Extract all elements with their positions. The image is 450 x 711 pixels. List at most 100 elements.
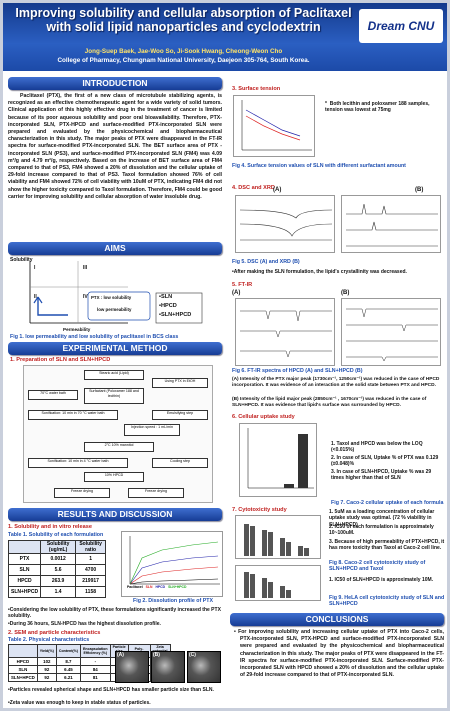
flow-step: 2°C 10% mannitol: [84, 442, 154, 452]
formulation: •SLN+HPCD: [159, 312, 192, 318]
quadrant: III: [83, 265, 88, 271]
flow-step: Sonification: 10 min in 4 °C water bath: [28, 458, 128, 468]
table-cell: 4700: [75, 564, 107, 576]
table-cell: HPCD: [7, 575, 42, 587]
curve: [129, 555, 219, 585]
logo: Dream CNU: [359, 9, 443, 43]
subtitle: 7. Cytotoxicity study: [232, 507, 287, 513]
curve: [346, 203, 438, 247]
point: 1. 5uM as a loading concentration of cel…: [329, 509, 435, 528]
point: 3. Because of high permeability of PTX+H…: [329, 539, 445, 552]
section-heading: CONCLUSIONS: [230, 613, 444, 626]
ptx-box-text: PTX : low solubility: [91, 295, 132, 300]
dsc-figure: [235, 195, 335, 253]
header-cell: Content(%): [55, 644, 82, 658]
curve: [245, 115, 301, 141]
flow-step: 70°C water bath: [28, 390, 78, 400]
flow-step: Freeze drying: [54, 488, 110, 498]
point: 2. In case of SLN, Uptake % of PTX was 0…: [331, 455, 439, 468]
table-row: PTX 0.0012 1: [7, 553, 107, 565]
table-cell: 8.7: [55, 657, 82, 666]
quadrant: II: [34, 294, 37, 300]
table-cell: PTX: [7, 553, 42, 565]
flow-step: Injection speed : 1 mL/min: [124, 424, 180, 436]
table-cell: 0.0012: [40, 553, 77, 565]
data-table: Solubility (ug/mL) Solubility ratio PTX 0.0…: [7, 540, 107, 598]
caption: Fig 9. HeLA cell cytotoxicity study of S…: [329, 595, 445, 607]
header-cell: Solubility ratio: [75, 540, 107, 554]
curve: [239, 209, 333, 241]
ptx-box-text: low permeability: [97, 307, 132, 312]
bar-shape: [284, 484, 294, 488]
bullet-text: Considering the low solubility of PTX, t…: [8, 607, 221, 620]
arrow: [33, 296, 43, 304]
formulation: •SLN: [159, 294, 173, 300]
panel-label: (C): [189, 652, 196, 658]
point: 3. In case of SLN+HPCD, Uptake % was 29 …: [331, 469, 432, 482]
bullet-text: After making the SLN formulation, the li…: [233, 269, 407, 275]
table-cell: 84: [80, 665, 111, 674]
subtitle: 1. Solubility and in vitro release: [8, 524, 92, 530]
ptx-box: [87, 291, 151, 321]
table-row: SLN 5.6 4700: [7, 564, 107, 576]
subtitle: 4. DSC and XRD: [232, 185, 275, 191]
caption: Fig 1. low permeability and low solubili…: [10, 334, 179, 340]
legend: Paclitaxel SLN HPCD SLN+HPCD: [127, 585, 186, 589]
section-heading: AIMS: [8, 242, 222, 255]
subtitle: 3. Surface tension: [232, 86, 281, 92]
table-cell: 5.6: [40, 564, 77, 576]
authors: Jong-Suep Baek, Jae-Woo So, Ji-Sook Hwan…: [84, 48, 283, 55]
panel-label: (B): [415, 187, 424, 193]
point: 1. Taxol and HPCD was below the LOQ (<0.…: [331, 441, 423, 454]
bullet: •Considering the low solubility of PTX, …: [8, 607, 221, 620]
bullet-text: Particles revealed spherical shape and S…: [9, 687, 214, 693]
bullet-text: During 36 hours, SLN-HPCD has the highes…: [9, 621, 161, 627]
header-cell: Yield(%): [36, 644, 57, 658]
flow-step: Freeze drying: [128, 488, 184, 498]
aims-diagram: [29, 261, 203, 324]
flow-step: 10% HPCD: [84, 472, 144, 482]
sem-image: (C): [187, 651, 221, 683]
flow-step: Stearic acid (Lipid): [84, 370, 144, 380]
flow-step: Emulsifying step: [152, 410, 208, 420]
sem-image: (A): [115, 651, 149, 683]
table-cell: SLN: [7, 564, 42, 576]
caption: Fig 6. FT-IR spectra of HPCD (A) and SLN…: [232, 368, 363, 374]
bar-shape: [298, 434, 308, 488]
flow-step: Using PTX in EtOH: [152, 378, 208, 388]
curve: [346, 308, 438, 362]
formulation-box: [155, 292, 203, 324]
formulation-name: SLN: [160, 294, 173, 300]
xrd-figure: [341, 195, 441, 253]
curve: [240, 310, 332, 358]
curve: [129, 578, 219, 585]
bullet: •Particles revealed spherical shape and …: [8, 687, 214, 693]
section-heading: EXPERIMENTAL METHOD: [8, 342, 222, 355]
panel-label: (B): [153, 652, 160, 658]
note: * Both lecithin and poloxamer 188 sample…: [325, 101, 430, 114]
arrow: [37, 297, 68, 316]
bullet-text: Zeta value was enough to keep in stable …: [9, 700, 151, 706]
axis-label: Solubility: [10, 257, 33, 263]
legend-entry: SLN+HPCD: [168, 585, 187, 589]
table-cell: 6.45: [55, 665, 82, 674]
panel-label: (A): [273, 187, 282, 193]
bullet: •During 36 hours, SLN-HPCD has the highe…: [8, 621, 161, 627]
surface-figure: [233, 95, 315, 157]
formulation-name: HPCD: [160, 303, 177, 309]
table-title: Table 2. Physical characteristics: [8, 637, 90, 643]
table-cell: 1: [75, 553, 107, 565]
ftir-figure: [235, 298, 335, 366]
quadrant: I: [34, 265, 36, 271]
legend-entry: SLN: [145, 585, 153, 589]
subtitle: 5. FT-IR: [232, 282, 253, 288]
table-cell: SLN+HPCD: [8, 673, 38, 682]
table-cell: 92: [36, 665, 57, 674]
flow-step: Surfactant (Poloxamer 188 and lecithin): [84, 388, 144, 404]
flowchart: Stearic acid (Lipid) Using PTX in EtOH 70°…: [23, 365, 213, 503]
table-cell: 81: [80, 673, 111, 682]
sem-images: (A) (B) (C): [115, 651, 221, 683]
table: Solubility (ug/mL) Solubility ratio PTX 0.0…: [7, 540, 107, 598]
intro-text: Paclitaxel (PTX), the first of a new cla…: [8, 93, 222, 200]
